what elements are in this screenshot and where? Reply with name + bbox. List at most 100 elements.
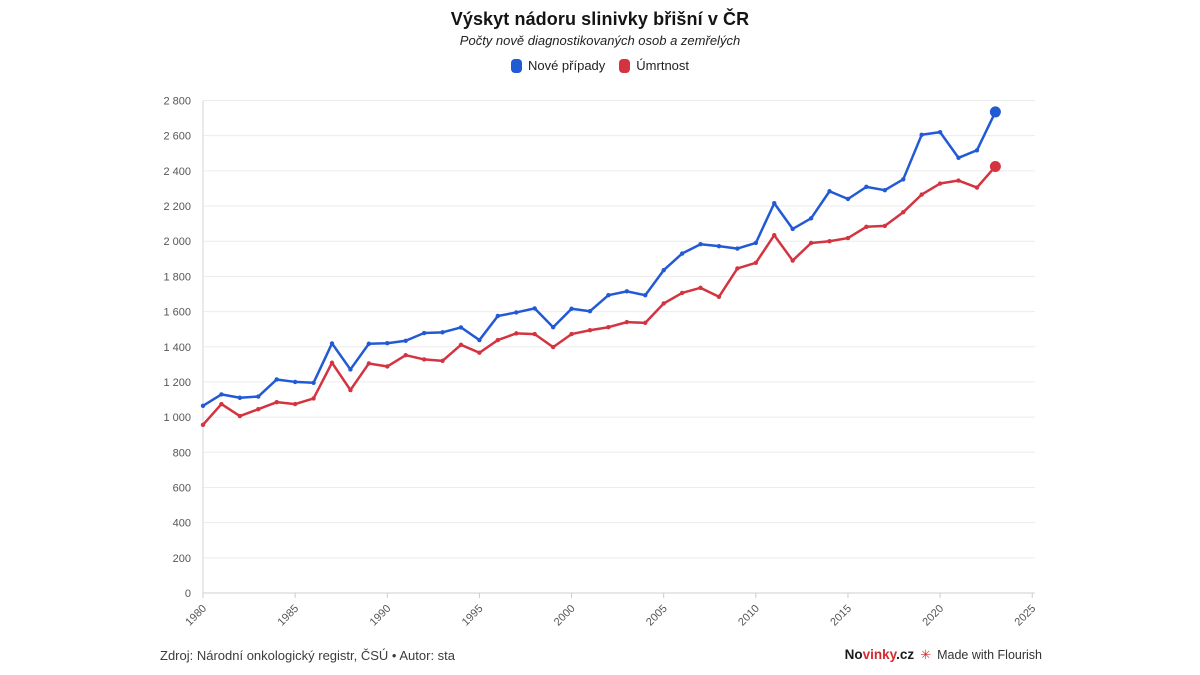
- data-point-nove-pripady[interactable]: [735, 246, 740, 251]
- data-point-umrtnost[interactable]: [569, 331, 574, 337]
- data-point-umrtnost[interactable]: [440, 358, 445, 364]
- data-point-umrtnost[interactable]: [329, 360, 335, 365]
- data-point-nove-pripady[interactable]: [698, 242, 703, 247]
- data-point-nove-pripady[interactable]: [200, 403, 206, 409]
- data-point-umrtnost[interactable]: [514, 331, 519, 336]
- data-point-nove-pripady[interactable]: [974, 148, 980, 153]
- y-tick-label: 600: [173, 482, 191, 494]
- data-point-nove-pripady[interactable]: [956, 155, 961, 161]
- data-point-nove-pripady[interactable]: [348, 367, 353, 372]
- data-point-umrtnost[interactable]: [808, 240, 814, 246]
- data-point-nove-pripady[interactable]: [440, 330, 445, 335]
- data-point-umrtnost[interactable]: [698, 285, 703, 291]
- data-point-nove-pripady[interactable]: [901, 177, 906, 182]
- data-point-nove-pripady[interactable]: [753, 240, 759, 246]
- data-point-umrtnost[interactable]: [587, 328, 593, 333]
- data-point-nove-pripady[interactable]: [274, 377, 279, 382]
- data-point-nove-pripady[interactable]: [495, 313, 501, 319]
- x-tick-label: 1995: [460, 603, 486, 629]
- data-point-nove-pripady[interactable]: [661, 268, 666, 273]
- novinky-logo[interactable]: Novinky.cz: [844, 647, 915, 662]
- data-point-umrtnost[interactable]: [274, 399, 279, 405]
- data-point-umrtnost[interactable]: [956, 178, 961, 183]
- data-point-umrtnost[interactable]: [735, 266, 740, 271]
- x-tick-label: 2020: [920, 603, 946, 629]
- data-point-umrtnost[interactable]: [550, 344, 556, 350]
- data-point-umrtnost[interactable]: [532, 331, 537, 337]
- data-point-nove-pripady[interactable]: [937, 129, 943, 135]
- data-point-nove-pripady[interactable]: [366, 341, 372, 346]
- data-point-nove-pripady[interactable]: [790, 226, 795, 232]
- x-tick-label: 1990: [368, 603, 394, 629]
- data-point-umrtnost[interactable]: [403, 352, 408, 358]
- data-point-nove-pripady[interactable]: [679, 251, 685, 256]
- legend-label: Úmrtnost: [636, 58, 690, 73]
- data-point-umrtnost[interactable]: [661, 301, 666, 306]
- x-tick-label: 1985: [275, 603, 301, 629]
- data-point-nove-pripady[interactable]: [845, 196, 851, 202]
- data-point-umrtnost[interactable]: [237, 413, 243, 419]
- series-end-dot-umrtnost[interactable]: [989, 160, 1001, 172]
- data-point-nove-pripady[interactable]: [587, 309, 593, 314]
- data-point-nove-pripady[interactable]: [421, 330, 427, 336]
- data-point-umrtnost[interactable]: [200, 422, 206, 428]
- data-point-nove-pripady[interactable]: [808, 216, 814, 221]
- made-with-flourish-label[interactable]: Made with Flourish: [937, 647, 1042, 662]
- data-point-nove-pripady[interactable]: [532, 306, 537, 311]
- x-tick-label: 2025: [1013, 603, 1039, 629]
- data-point-nove-pripady[interactable]: [329, 341, 335, 346]
- data-point-umrtnost[interactable]: [219, 401, 224, 407]
- data-point-nove-pripady[interactable]: [919, 132, 924, 137]
- data-point-umrtnost[interactable]: [495, 337, 501, 343]
- data-point-nove-pripady[interactable]: [219, 392, 224, 397]
- data-point-umrtnost[interactable]: [919, 192, 924, 197]
- data-point-umrtnost[interactable]: [864, 224, 869, 229]
- data-point-umrtnost[interactable]: [348, 387, 353, 393]
- data-point-umrtnost[interactable]: [606, 325, 611, 330]
- legend-swatch: [510, 58, 522, 73]
- data-point-umrtnost[interactable]: [974, 185, 980, 190]
- data-point-nove-pripady[interactable]: [237, 395, 243, 400]
- data-point-umrtnost[interactable]: [292, 401, 298, 407]
- data-point-umrtnost[interactable]: [901, 209, 906, 215]
- data-point-umrtnost[interactable]: [882, 223, 888, 229]
- data-point-umrtnost[interactable]: [753, 260, 759, 266]
- data-point-nove-pripady[interactable]: [606, 293, 611, 298]
- data-point-nove-pripady[interactable]: [882, 188, 888, 193]
- data-point-umrtnost[interactable]: [643, 320, 648, 326]
- x-tick-label: 2010: [736, 603, 762, 629]
- data-point-umrtnost[interactable]: [790, 258, 795, 263]
- data-point-umrtnost[interactable]: [827, 239, 832, 244]
- data-point-nove-pripady[interactable]: [624, 289, 630, 294]
- data-point-nove-pripady[interactable]: [403, 338, 408, 343]
- data-point-nove-pripady[interactable]: [643, 293, 648, 298]
- data-point-umrtnost[interactable]: [845, 235, 851, 241]
- data-point-nove-pripady[interactable]: [716, 243, 722, 249]
- series-end-dot-nove-pripady[interactable]: [989, 106, 1001, 118]
- chart-legend: Nové případy Úmrtnost: [0, 58, 1200, 73]
- data-point-nove-pripady[interactable]: [569, 306, 574, 311]
- data-point-nove-pripady[interactable]: [772, 201, 777, 206]
- data-point-umrtnost[interactable]: [937, 181, 943, 186]
- data-point-nove-pripady[interactable]: [864, 184, 869, 190]
- data-point-umrtnost[interactable]: [458, 342, 464, 348]
- data-point-nove-pripady[interactable]: [827, 189, 832, 194]
- data-point-nove-pripady[interactable]: [311, 380, 316, 386]
- data-point-nove-pripady[interactable]: [385, 341, 390, 346]
- data-point-umrtnost[interactable]: [421, 357, 427, 362]
- data-point-umrtnost[interactable]: [366, 361, 372, 366]
- data-point-umrtnost[interactable]: [385, 364, 390, 369]
- data-point-nove-pripady[interactable]: [477, 337, 482, 343]
- data-point-nove-pripady[interactable]: [514, 310, 519, 315]
- data-point-umrtnost[interactable]: [679, 290, 685, 296]
- data-point-nove-pripady[interactable]: [256, 394, 261, 399]
- data-point-nove-pripady[interactable]: [550, 325, 556, 330]
- data-point-umrtnost[interactable]: [311, 396, 316, 401]
- data-point-umrtnost[interactable]: [716, 294, 722, 299]
- data-point-nove-pripady[interactable]: [292, 379, 298, 385]
- data-point-nove-pripady[interactable]: [458, 325, 464, 330]
- data-point-umrtnost[interactable]: [477, 350, 482, 355]
- data-point-umrtnost[interactable]: [624, 319, 630, 325]
- data-point-umrtnost[interactable]: [772, 233, 777, 238]
- data-point-umrtnost[interactable]: [256, 406, 261, 412]
